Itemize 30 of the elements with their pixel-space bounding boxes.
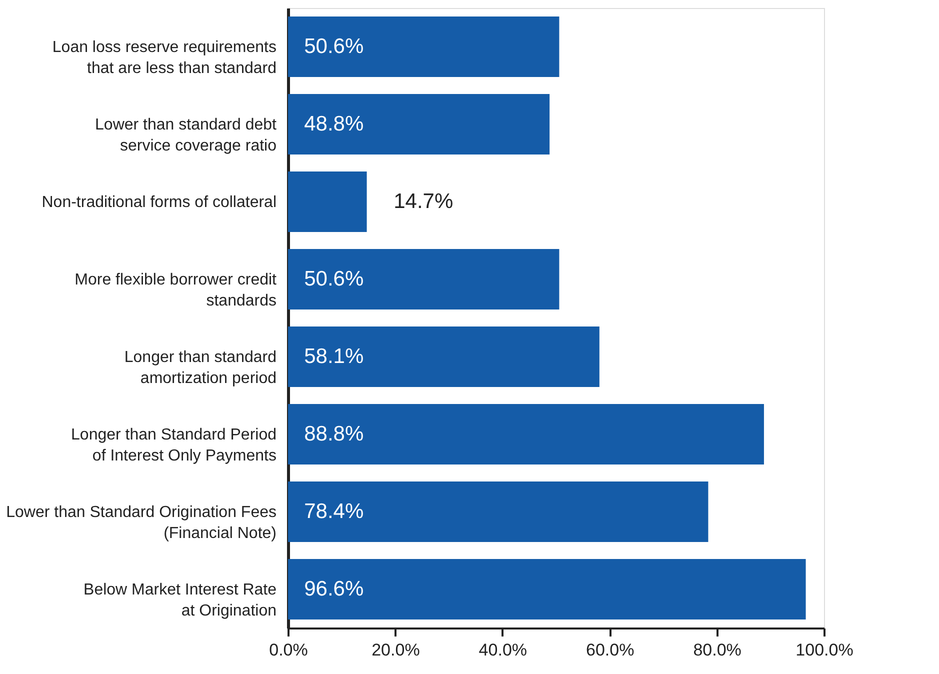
bar <box>288 404 764 464</box>
bar <box>288 559 806 620</box>
data-label: 58.1% <box>304 344 364 368</box>
bar <box>288 172 367 232</box>
x-tick-label: 100.0% <box>796 640 854 660</box>
bar <box>288 326 600 387</box>
y-tick-label: Lower than standard debt service coverage ratio <box>95 116 278 154</box>
y-tick-label: Non-traditional forms of collateral <box>42 194 276 211</box>
data-label: 78.4% <box>304 500 364 523</box>
data-label: 50.6% <box>304 267 364 290</box>
y-tick-label: More flexible borrower credit standards <box>74 271 278 310</box>
data-label: 50.6% <box>304 34 364 58</box>
data-label: 48.8% <box>304 112 364 136</box>
bar <box>288 482 708 542</box>
y-tick-label: Longer than Standard Period of Interest Only Payments <box>71 426 276 464</box>
data-label: 96.6% <box>304 577 364 600</box>
bar <box>288 16 560 77</box>
data-label: 14.7% <box>394 190 454 213</box>
y-tick-label: Below Market Interest Rate at Origination <box>84 581 277 620</box>
data-label: 88.8% <box>304 422 364 446</box>
x-tick-label: 60.0% <box>586 640 634 660</box>
x-tick-label: 0.0% <box>269 640 308 660</box>
y-tick-label: Longer than standard amortization period <box>124 348 276 387</box>
x-tick-label: 80.0% <box>693 640 742 660</box>
y-tick-label: Loan loss reserve requirements that are less than standard <box>52 38 276 77</box>
x-tick-label: 20.0% <box>372 640 420 660</box>
bar <box>288 94 550 154</box>
bar <box>288 249 560 310</box>
y-tick-label: Lower than Standard Origination Fees (Financial Note) <box>6 504 276 542</box>
x-tick-label: 40.0% <box>478 640 527 660</box>
